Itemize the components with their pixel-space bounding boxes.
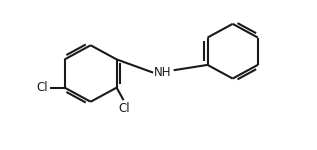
Text: NH: NH	[154, 66, 171, 79]
Text: Cl: Cl	[36, 81, 48, 94]
Text: Cl: Cl	[118, 102, 130, 116]
